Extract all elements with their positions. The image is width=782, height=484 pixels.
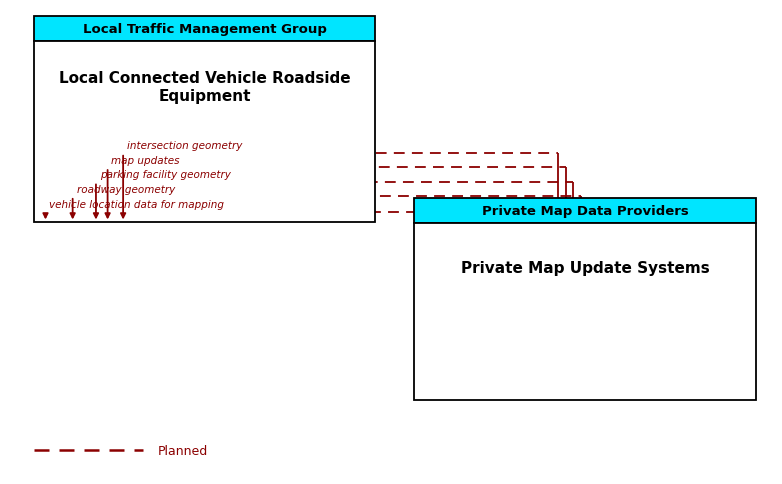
Text: parking facility geometry: parking facility geometry [100,170,231,180]
Text: Private Map Update Systems: Private Map Update Systems [461,260,709,275]
Bar [34,17,375,42]
Bar [414,199,756,224]
Text: Local Traffic Management Group: Local Traffic Management Group [83,23,327,36]
Text: map updates: map updates [112,155,180,166]
Text: Planned: Planned [158,444,208,456]
Text: Local Connected Vehicle Roadside
Equipment: Local Connected Vehicle Roadside Equipme… [59,71,350,104]
Text: Private Map Data Providers: Private Map Data Providers [482,205,688,218]
Bar [34,42,375,223]
Text: intersection geometry: intersection geometry [127,141,242,151]
Text: roadway geometry: roadway geometry [77,184,175,194]
Bar [414,224,756,400]
Text: vehicle location data for mapping: vehicle location data for mapping [49,200,224,210]
